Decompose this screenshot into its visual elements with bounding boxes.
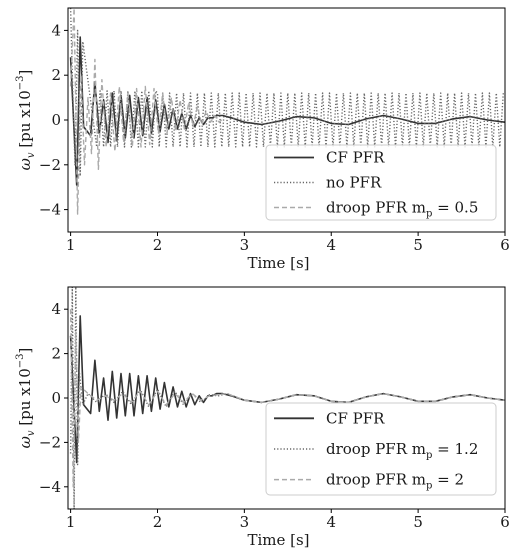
chart-panel-1: 1 2 3 4 5 6 −4 −2 0 2 4 Time [s] ωv [pu x10−3] CF PFR… [15,7,510,272]
x-tick-label: 6 [500,236,510,254]
y-tick-label: 4 [51,300,61,318]
y-tick-label: −4 [39,478,61,496]
legend-label: droop PFR mp = 2 [326,471,464,492]
legend-label: CF PFR [326,149,385,167]
plot-area [69,8,505,215]
x-tick-label: 3 [240,236,250,254]
x-axis-label: Time [s] [247,254,309,272]
legend-label: droop PFR mp = 0.5 [326,199,478,220]
x-tick-label: 2 [153,236,163,254]
x-tick-label: 1 [66,513,76,531]
y-tick-label: −2 [39,156,61,174]
x-axis-label: Time [s] [247,531,309,549]
y-tick-label: 0 [51,111,61,129]
legend: CF PFR no PFR droop PFR mp = 0.5 [265,144,497,221]
y-tick-label: −4 [39,201,61,219]
y-axis-label: ωv [pu x10−3] [15,70,37,171]
x-tick-label: 2 [153,513,163,531]
x-tick-label: 4 [326,236,336,254]
chart-panel-2: 1 2 3 4 5 6 −4 −2 0 2 4 Time [s] ωv [pu x10−3] CF PFR… [15,286,510,549]
legend-box [265,402,497,496]
y-axis-label: ωv [pu x10−3] [15,348,37,449]
legend-box [265,144,497,221]
x-tick-label: 6 [500,513,510,531]
legend: CF PFR droop PFR mp = 1.2 droop PFR mp = 2 [265,402,497,496]
series-line-dashed [69,8,225,215]
legend-label: no PFR [326,174,382,192]
y-tick-label: 2 [51,66,61,84]
y-tick-label: 4 [51,21,61,39]
x-tick-label: 3 [240,513,250,531]
y-tick-label: −2 [39,433,61,451]
plot-area [69,287,505,509]
legend-label: CF PFR [326,409,385,427]
x-tick-label: 1 [66,236,76,254]
y-tick-label: 0 [51,389,61,407]
x-tick-label: 5 [413,236,423,254]
x-tick-label: 4 [326,513,336,531]
series-line-dashed [69,309,505,488]
legend-label: droop PFR mp = 1.2 [326,440,478,461]
y-tick-label: 2 [51,345,61,363]
x-tick-label: 5 [413,513,423,531]
series-line-dotted [69,8,504,177]
